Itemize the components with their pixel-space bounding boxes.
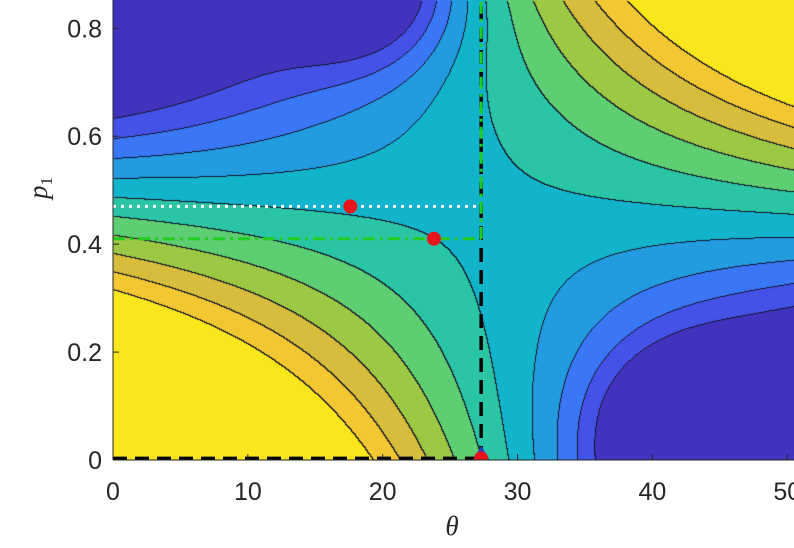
contour-fill-layer <box>113 0 794 460</box>
y-axis-label-subscript: 1 <box>37 177 56 186</box>
red-point-3-marker <box>474 451 489 460</box>
x-tick-label: 0 <box>106 478 120 506</box>
x-tick-label: 10 <box>234 478 262 506</box>
plot-area <box>113 0 794 460</box>
reference-lines-layer <box>113 1 483 460</box>
y-axis-label: p1 <box>23 177 56 201</box>
red-point-1-marker <box>343 199 358 214</box>
x-axis: 0 10 20 30 40 50 <box>106 454 794 506</box>
x-tick-label: 40 <box>638 478 666 506</box>
y-tick-label: 0.2 <box>67 339 102 367</box>
y-tick-label: 0.4 <box>67 231 102 259</box>
x-tick-label: 20 <box>369 478 397 506</box>
y-tick-label: 0 <box>88 447 102 475</box>
y-axis-label-base: p <box>23 186 53 202</box>
y-tick-label: 0.8 <box>67 15 102 43</box>
red-point-2-marker <box>426 231 441 246</box>
svg-text:p1: p1 <box>23 177 56 201</box>
x-axis-label: θ <box>445 511 458 541</box>
y-axis: 0 0.2 0.4 0.6 0.8 <box>67 0 119 475</box>
contour-fill <box>113 0 794 460</box>
x-tick-label: 30 <box>504 478 532 506</box>
y-tick-label: 0.6 <box>67 123 102 151</box>
markers-layer <box>343 199 490 460</box>
x-tick-label: 50 <box>773 478 794 506</box>
